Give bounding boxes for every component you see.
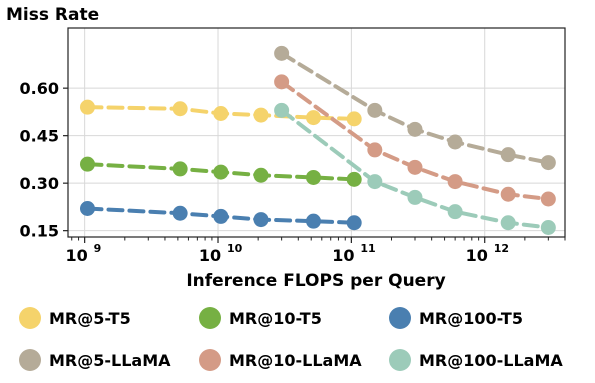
legend-label: MR@10-T5: [229, 309, 322, 328]
data-point: [305, 213, 321, 229]
data-point: [213, 164, 229, 180]
data-point: [172, 205, 188, 221]
legend-label: MR@100-T5: [419, 309, 523, 328]
data-point: [274, 74, 290, 90]
legend-label: MR@5-T5: [49, 309, 131, 328]
data-point: [367, 174, 383, 190]
data-point: [367, 102, 383, 118]
y-tick-label: 0.30: [20, 174, 59, 193]
data-point: [540, 155, 556, 171]
data-point: [253, 167, 269, 183]
grid-lines: [68, 28, 565, 237]
legend-marker: [199, 307, 221, 329]
data-point: [407, 159, 423, 175]
x-axis-label: Inference FLOPS per Query: [186, 271, 445, 291]
y-tick-label: 0.60: [20, 79, 59, 98]
data-point: [172, 101, 188, 117]
data-point: [447, 134, 463, 150]
data-point: [305, 169, 321, 185]
axis-ticks: 0.15 0.30 0.45 0.60 10 9 10 10 10 11 10 12: [20, 79, 566, 265]
data-point: [540, 220, 556, 235]
x-tick-exponent: 9: [94, 242, 102, 255]
legend-marker: [389, 307, 411, 329]
data-point: [213, 208, 229, 224]
data-point: [407, 189, 423, 205]
data-point: [253, 107, 269, 123]
legend-label: MR@5-LLaMA: [49, 351, 171, 370]
data-point: [346, 111, 362, 127]
legend-marker: [19, 307, 41, 329]
data-point: [79, 99, 95, 115]
legend-label: MR@100-LLaMA: [419, 351, 563, 370]
data-point: [305, 110, 321, 126]
legend-marker: [19, 349, 41, 371]
data-point: [500, 215, 516, 231]
series-layer: [79, 45, 556, 235]
data-point: [346, 171, 362, 187]
data-point: [253, 212, 269, 228]
x-tick-label: 10: [66, 246, 88, 265]
data-point: [500, 186, 516, 202]
data-point: [79, 201, 95, 216]
x-tick-label: 10: [466, 246, 488, 265]
series-line: [279, 51, 551, 165]
data-point: [346, 215, 362, 231]
y-tick-label: 0.15: [20, 222, 59, 241]
data-point: [172, 161, 188, 177]
legend-label: MR@10-LLaMA: [229, 351, 362, 370]
data-point: [274, 102, 290, 118]
x-tick-exponent: 12: [494, 242, 509, 255]
x-tick-label: 10: [332, 246, 354, 265]
y-tick-label: 0.45: [20, 127, 59, 146]
data-point: [447, 204, 463, 220]
data-point: [500, 147, 516, 163]
x-tick-exponent: 10: [227, 242, 243, 255]
data-point: [367, 142, 383, 158]
data-point: [447, 174, 463, 190]
y-axis-label: Miss Rate: [6, 5, 99, 25]
data-point: [540, 191, 556, 207]
legend-marker: [199, 349, 221, 371]
data-point: [407, 121, 423, 137]
legend: MR@5-T5 MR@10-T5 MR@100-T5 MR@5-LLaMA MR@10-…: [19, 307, 563, 371]
data-point: [213, 106, 229, 121]
plot-frame: [67, 27, 566, 238]
legend-marker: [389, 349, 411, 371]
x-tick-exponent: 11: [360, 242, 375, 255]
x-tick-label: 10: [199, 246, 221, 265]
data-point: [274, 45, 290, 61]
data-point: [79, 156, 95, 172]
